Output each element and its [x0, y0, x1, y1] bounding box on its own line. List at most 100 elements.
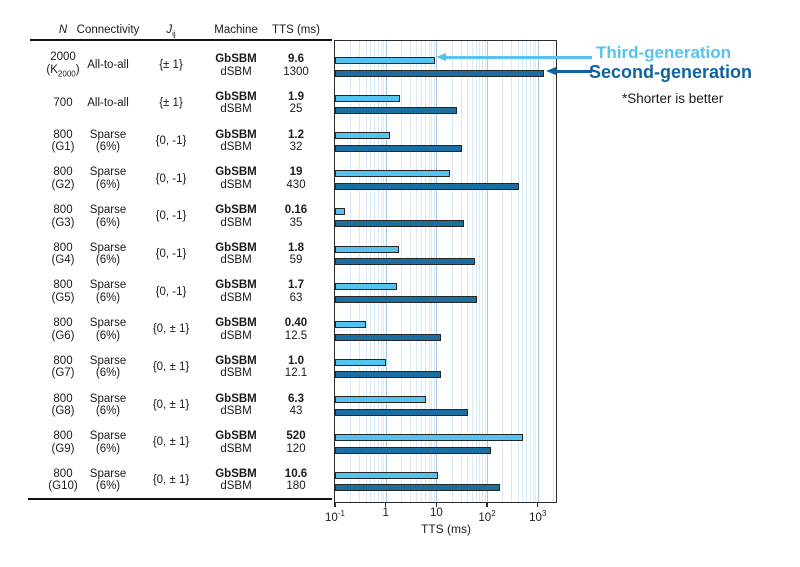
cell-connectivity: Sparse (6%) — [89, 128, 127, 154]
cell-tts: 520 120 — [286, 430, 306, 455]
cell-j: {0, -1} — [155, 210, 187, 223]
cell-machine: GbSBM dSBM — [215, 430, 257, 455]
cell-connectivity: Sparse (6%) — [89, 241, 127, 267]
gridline-minor — [475, 41, 477, 502]
gridline-minor — [434, 41, 436, 502]
x-tick-label: 102 — [478, 509, 496, 524]
cell-connectivity: All-to-all — [87, 97, 129, 110]
gbsbm-bar — [335, 245, 399, 253]
dsbm-bar — [335, 107, 457, 115]
cell-machine: GbSBM dSBM — [215, 279, 257, 304]
cell-connectivity: All-to-all — [87, 59, 129, 72]
dsbm-bar — [335, 295, 477, 303]
gridline-minor — [535, 41, 537, 502]
x-axis-title: TTS (ms) — [421, 522, 471, 536]
cell-j: {± 1} — [159, 97, 183, 110]
x-tick — [486, 503, 488, 507]
cell-machine: GbSBM dSBM — [215, 354, 257, 380]
cell-n: 800 (G4) — [51, 241, 75, 267]
cell-n: 800 (G8) — [51, 392, 75, 418]
cell-machine: GbSBM dSBM — [215, 53, 257, 78]
cell-n: 800 (G1) — [51, 128, 75, 154]
dsbm-bar — [335, 333, 442, 341]
cell-j: {0, -1} — [155, 172, 187, 185]
cell-machine: GbSBM dSBM — [215, 392, 257, 418]
cell-n: 800 (G3) — [51, 204, 75, 229]
gridline-minor — [421, 41, 423, 502]
gbsbm-bar — [335, 94, 400, 102]
third-gen-arrow-head-icon — [436, 53, 446, 62]
cell-n: 700 — [53, 97, 73, 110]
dsbm-bar — [335, 182, 520, 190]
gbsbm-bar — [335, 358, 386, 366]
x-tick-label: 10-1 — [325, 509, 345, 524]
second-gen-arrow-line — [556, 70, 592, 73]
cell-n: 800 (G6) — [51, 317, 75, 342]
table-header-n: N — [58, 24, 68, 36]
cell-j: {± 1} — [159, 59, 183, 72]
gridline-minor — [370, 41, 372, 502]
cell-machine: GbSBM dSBM — [215, 166, 257, 191]
x-tick — [536, 503, 539, 507]
cell-connectivity: Sparse (6%) — [89, 279, 127, 304]
gridline-minor — [350, 41, 352, 502]
gbsbm-bar — [335, 170, 451, 178]
cell-connectivity: Sparse (6%) — [89, 467, 127, 493]
dsbm-bar — [335, 220, 464, 228]
gridline-minor — [451, 41, 453, 502]
gridline-minor — [471, 41, 473, 502]
cell-j: {0, ± 1} — [152, 436, 190, 449]
gbsbm-bar — [335, 434, 524, 441]
cell-machine: GbSBM dSBM — [215, 128, 257, 154]
cell-tts: 1.8 59 — [288, 241, 304, 267]
gridline-minor — [479, 41, 481, 502]
legend-third-generation: Third-generation — [596, 43, 732, 62]
cell-j: {0, -1} — [155, 285, 187, 298]
cell-n: 800 (G9) — [51, 430, 75, 455]
dsbm-bar — [335, 446, 492, 454]
cell-machine: GbSBM dSBM — [215, 317, 257, 342]
cell-connectivity: Sparse (6%) — [89, 430, 127, 455]
gbsbm-bar — [335, 283, 398, 291]
cell-tts: 6.3 43 — [288, 392, 304, 418]
table-bottom-rule — [28, 498, 332, 500]
gridline-minor — [383, 41, 385, 502]
dsbm-bar — [335, 408, 469, 416]
x-tick — [435, 503, 438, 507]
table-header-tts: TTS (ms) — [272, 24, 320, 36]
dsbm-bar — [335, 69, 544, 77]
gridline-minor — [532, 41, 534, 502]
gridline-minor — [365, 41, 367, 502]
gridline-minor — [526, 41, 528, 502]
cell-j: {0, ± 1} — [152, 323, 190, 336]
cell-j: {0, ± 1} — [152, 398, 190, 411]
gridline-major — [436, 41, 438, 502]
gridline-minor — [400, 41, 402, 502]
table-header-connectivity: Connectivity — [76, 24, 140, 36]
cell-tts: 1.2 32 — [288, 128, 304, 154]
gridline-minor — [529, 41, 531, 502]
gbsbm-bar — [335, 471, 438, 479]
gridline-minor — [380, 41, 382, 502]
gbsbm-bar — [335, 207, 346, 215]
gridline-minor — [374, 41, 376, 502]
gridline-minor — [359, 41, 361, 502]
gbsbm-bar — [335, 320, 366, 328]
x-tick — [334, 503, 336, 507]
gridline-minor — [377, 41, 379, 502]
gridline-minor — [517, 41, 519, 502]
cell-tts: 0.16 35 — [284, 204, 308, 229]
cell-machine: GbSBM dSBM — [215, 241, 257, 267]
x-tick-label: 103 — [529, 509, 547, 524]
cell-j: {0, -1} — [155, 134, 187, 147]
cell-connectivity: Sparse (6%) — [89, 392, 127, 418]
cell-n: 2000 (K2000) — [46, 51, 80, 78]
gridline-minor — [502, 41, 504, 502]
cell-machine: GbSBM dSBM — [215, 204, 257, 229]
cell-j: {0, -1} — [155, 247, 187, 260]
cell-machine: GbSBM dSBM — [215, 90, 257, 116]
x-tick-label: 1 — [382, 507, 389, 519]
third-gen-arrow-line — [446, 56, 592, 60]
x-tick-label: 10 — [429, 507, 443, 519]
